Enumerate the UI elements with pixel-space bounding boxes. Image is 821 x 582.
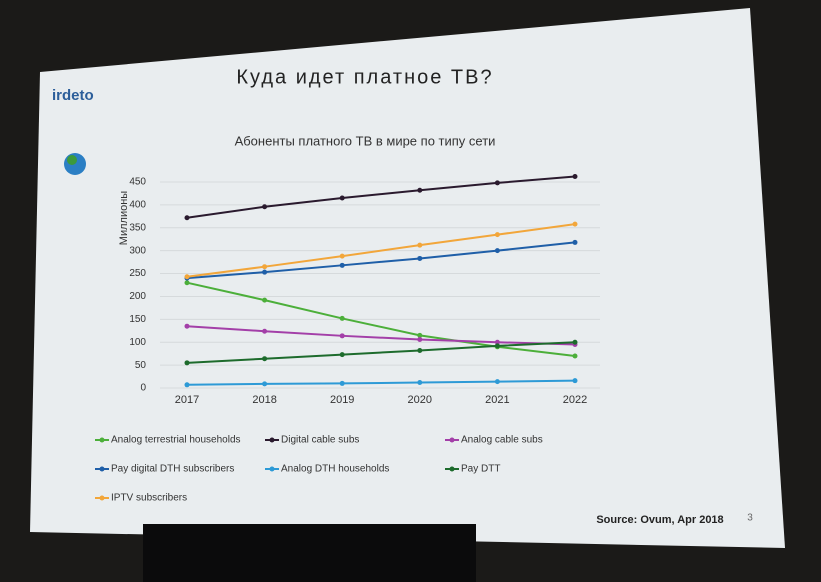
data-point	[572, 239, 578, 245]
y-tick-label: 50	[135, 360, 147, 371]
series-line	[186, 341, 576, 364]
legend-label: Pay digital DTH subscribers	[111, 464, 234, 475]
data-point	[184, 360, 190, 366]
series-line	[186, 175, 576, 219]
y-tick-label: 150	[129, 314, 146, 325]
legend-dot	[99, 466, 105, 472]
data-point	[262, 204, 268, 210]
chart-title: Абоненты платного ТВ в мире по типу сети	[235, 133, 496, 148]
y-tick-label: 450	[129, 177, 146, 188]
data-point	[339, 333, 345, 339]
data-point	[262, 328, 268, 334]
data-point	[417, 332, 423, 338]
slide-title: Куда идет платное ТВ?	[236, 66, 493, 88]
legend-label: IPTV subscribers	[111, 493, 187, 504]
legend-label: Digital cable subs	[281, 435, 359, 446]
data-point	[494, 232, 500, 238]
data-point	[494, 180, 500, 186]
data-point	[417, 336, 423, 342]
data-point	[262, 269, 268, 275]
y-tick-label: 350	[129, 222, 146, 233]
data-point	[339, 380, 345, 386]
x-tick-label: 2021	[485, 394, 509, 406]
chart: 0 50 100 150 200 250 300 350 400 450 2017 2018 2019 2…	[95, 174, 600, 504]
legend-dot	[99, 495, 105, 501]
y-tick-label: 100	[129, 337, 146, 348]
data-point	[184, 215, 190, 221]
data-point	[572, 221, 578, 227]
y-axis-label: Миллионы	[118, 191, 130, 245]
page-number: 3	[747, 513, 753, 524]
legend-dot	[269, 437, 275, 443]
slide	[30, 8, 785, 548]
legend-dot	[99, 437, 105, 443]
data-point	[572, 174, 578, 180]
data-point	[572, 378, 578, 384]
x-tick-label: 2017	[175, 394, 199, 406]
legend-label: Analog terrestrial households	[111, 435, 241, 446]
y-tick-label: 400	[129, 200, 146, 211]
data-point	[572, 353, 578, 359]
y-tick-label: 250	[129, 268, 146, 279]
data-point	[494, 379, 500, 385]
legend-label: Analog cable subs	[461, 435, 543, 446]
data-point	[184, 382, 190, 388]
data-point	[494, 339, 500, 345]
data-point	[339, 315, 345, 321]
data-point	[262, 264, 268, 270]
globe-land	[67, 155, 77, 165]
y-tick-label: 200	[129, 291, 146, 302]
y-tick-label: 300	[129, 245, 146, 256]
legend-dot	[449, 437, 455, 443]
data-point	[572, 339, 578, 345]
data-point	[494, 343, 500, 349]
logo: irdeto	[52, 87, 94, 104]
legend-label: Pay DTT	[461, 464, 500, 475]
x-tick-label: 2022	[563, 394, 587, 406]
source: Source: Ovum, Apr 2018	[596, 514, 723, 526]
data-point	[262, 381, 268, 387]
data-point	[184, 280, 190, 286]
data-point	[262, 297, 268, 303]
data-point	[417, 380, 423, 386]
series-line	[186, 281, 576, 357]
x-tick-label: 2020	[408, 394, 432, 406]
series-line	[186, 241, 576, 280]
data-point	[417, 255, 423, 261]
data-point	[339, 352, 345, 358]
data-point	[184, 274, 190, 280]
data-point	[339, 262, 345, 268]
x-tick-label: 2019	[330, 394, 354, 406]
podium	[143, 524, 476, 582]
legend-label: Analog DTH households	[281, 464, 389, 475]
data-point	[417, 242, 423, 248]
data-point	[417, 347, 423, 353]
data-point	[494, 248, 500, 254]
series-line	[186, 325, 576, 346]
series-line	[186, 379, 576, 386]
data-point	[184, 323, 190, 329]
x-tick-label: 2018	[252, 394, 276, 406]
legend-dot	[449, 466, 455, 472]
legend-dot	[269, 466, 275, 472]
data-point	[262, 356, 268, 362]
y-tick-label: 0	[140, 383, 146, 394]
data-point	[417, 187, 423, 193]
series-line	[186, 223, 576, 278]
data-point	[339, 253, 345, 259]
data-point	[339, 195, 345, 201]
